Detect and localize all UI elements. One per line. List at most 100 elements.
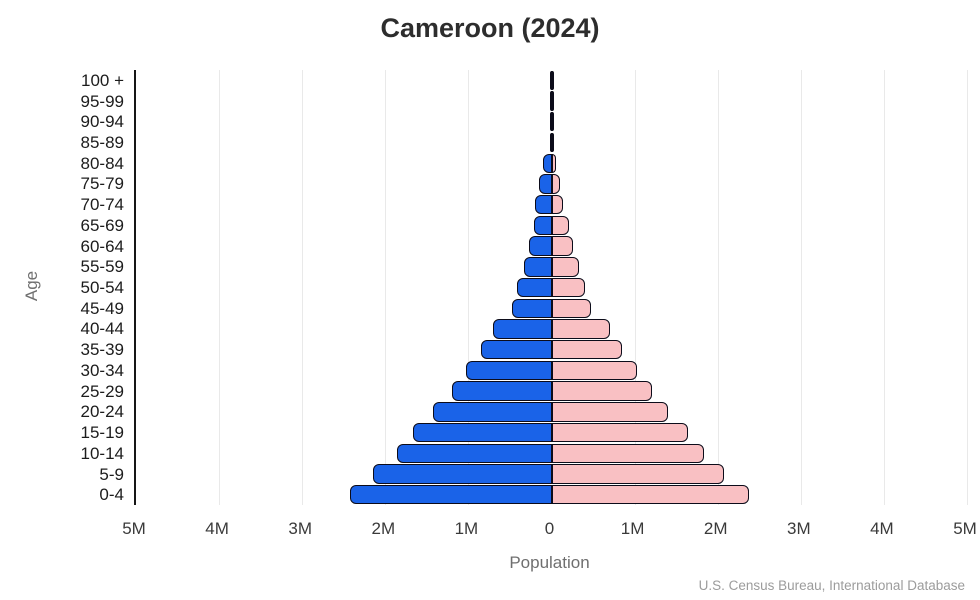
x-tick-label: 3M xyxy=(786,519,811,538)
x-tick-label: 2M xyxy=(703,519,728,538)
y-tick-label: 95-99 xyxy=(80,91,124,111)
y-tick-label: 100 + xyxy=(80,70,124,90)
left-half xyxy=(136,215,552,236)
pyramid-row-5-9 xyxy=(136,464,967,485)
pyramid-row-60-64 xyxy=(136,236,967,257)
gridline xyxy=(967,70,968,505)
y-tick-label: 5-9 xyxy=(99,464,124,484)
y-tick-label: 15-19 xyxy=(80,423,124,443)
left-half xyxy=(136,132,552,153)
female-bar-20-24 xyxy=(551,402,668,422)
female-bar-55-59 xyxy=(551,257,579,277)
female-bar-35-39 xyxy=(551,340,623,360)
source-attribution: U.S. Census Bureau, International Databa… xyxy=(698,578,965,593)
gridline xyxy=(302,70,304,505)
left-half xyxy=(136,443,552,464)
male-bar-10-14 xyxy=(396,443,552,463)
male-bar-100+ xyxy=(549,70,552,91)
male-bar-50-54 xyxy=(517,277,552,298)
female-bar-15-19 xyxy=(551,422,688,443)
right-half xyxy=(551,111,968,132)
female-bar-60-64 xyxy=(551,236,574,256)
left-half xyxy=(136,236,552,257)
y-tick-label: 65-69 xyxy=(80,215,124,235)
y-axis-labels: 100 +95-99 90-94 85-89 80-84 75-79 70-74 65-69… xyxy=(0,70,124,505)
right-half xyxy=(551,381,968,402)
male-bar-30-34 xyxy=(465,360,552,381)
female-bar-50-54 xyxy=(551,277,585,298)
gridline xyxy=(219,70,221,505)
pyramid-row-10-14 xyxy=(136,443,967,464)
pyramid-row-0-4 xyxy=(136,484,967,505)
left-half xyxy=(136,360,552,381)
grid-layer xyxy=(136,70,968,505)
left-half xyxy=(136,174,552,195)
y-tick-label: 70-74 xyxy=(80,195,124,215)
pyramid-row-70-74 xyxy=(136,194,967,215)
pyramid-row-15-19 xyxy=(136,422,967,443)
left-half xyxy=(136,464,552,485)
x-tick-label: 3M xyxy=(288,519,312,538)
female-bar-75-79 xyxy=(551,174,560,194)
left-half xyxy=(136,422,552,443)
right-half xyxy=(551,132,968,153)
right-half xyxy=(551,298,968,319)
left-half xyxy=(136,153,552,174)
left-half xyxy=(136,298,552,319)
gridline xyxy=(717,70,719,505)
right-half xyxy=(551,153,968,174)
right-half xyxy=(551,215,968,236)
right-half xyxy=(551,194,968,215)
gridline xyxy=(883,70,885,505)
y-tick-label: 75-79 xyxy=(80,174,124,194)
y-tick-label: 85-89 xyxy=(80,133,124,153)
pyramid-row-20-24 xyxy=(136,402,967,423)
pyramid-row-50-54 xyxy=(136,277,967,298)
male-bar-70-74 xyxy=(535,194,552,215)
left-half xyxy=(136,339,552,360)
y-tick-label: 20-24 xyxy=(80,402,124,422)
y-tick-label: 30-34 xyxy=(80,360,124,380)
x-tick-label: 5M xyxy=(953,519,977,538)
right-half xyxy=(551,319,968,340)
x-axis-labels: 5M 4M 3M 2M 1M 0 1M 2M 3M 4M 5M xyxy=(122,519,977,543)
x-axis-title: Population xyxy=(509,553,590,572)
y-tick-label: 90-94 xyxy=(80,112,124,132)
female-bar-25-29 xyxy=(551,381,653,401)
pyramid-row-80-84 xyxy=(136,153,967,174)
male-bar-20-24 xyxy=(432,402,552,422)
male-bar-75-79 xyxy=(539,174,552,194)
male-bar-45-49 xyxy=(511,298,552,318)
left-half xyxy=(136,277,552,298)
pyramid-row-100+ xyxy=(136,70,967,91)
male-bar-85-89 xyxy=(549,132,552,153)
female-bar-65-69 xyxy=(551,215,569,236)
right-half xyxy=(551,402,968,423)
left-half xyxy=(136,194,552,215)
male-bar-65-69 xyxy=(534,215,552,236)
right-half xyxy=(551,484,968,505)
right-half xyxy=(551,443,968,464)
pyramid-row-90-94 xyxy=(136,111,967,132)
y-tick-label: 55-59 xyxy=(80,257,124,277)
male-bar-40-44 xyxy=(493,319,552,339)
female-bar-0-4 xyxy=(551,485,750,505)
female-bar-90-94 xyxy=(551,112,554,132)
gridline xyxy=(800,70,802,505)
y-tick-label: 60-64 xyxy=(80,236,124,256)
y-tick-label: 35-39 xyxy=(80,340,124,360)
gridline xyxy=(468,70,470,505)
male-bar-60-64 xyxy=(529,236,552,256)
right-half xyxy=(551,236,968,257)
bars-layer xyxy=(136,70,967,505)
left-half xyxy=(136,319,552,340)
pyramid-row-75-79 xyxy=(136,174,967,195)
pyramid-row-45-49 xyxy=(136,298,967,319)
y-tick-label: 0-4 xyxy=(99,485,124,505)
y-tick-label: 45-49 xyxy=(80,298,124,318)
female-bar-40-44 xyxy=(551,319,610,339)
right-half xyxy=(551,70,968,91)
female-bar-70-74 xyxy=(551,194,563,215)
x-tick-label: 1M xyxy=(454,519,479,538)
x-tick-label: 5M xyxy=(122,519,146,538)
